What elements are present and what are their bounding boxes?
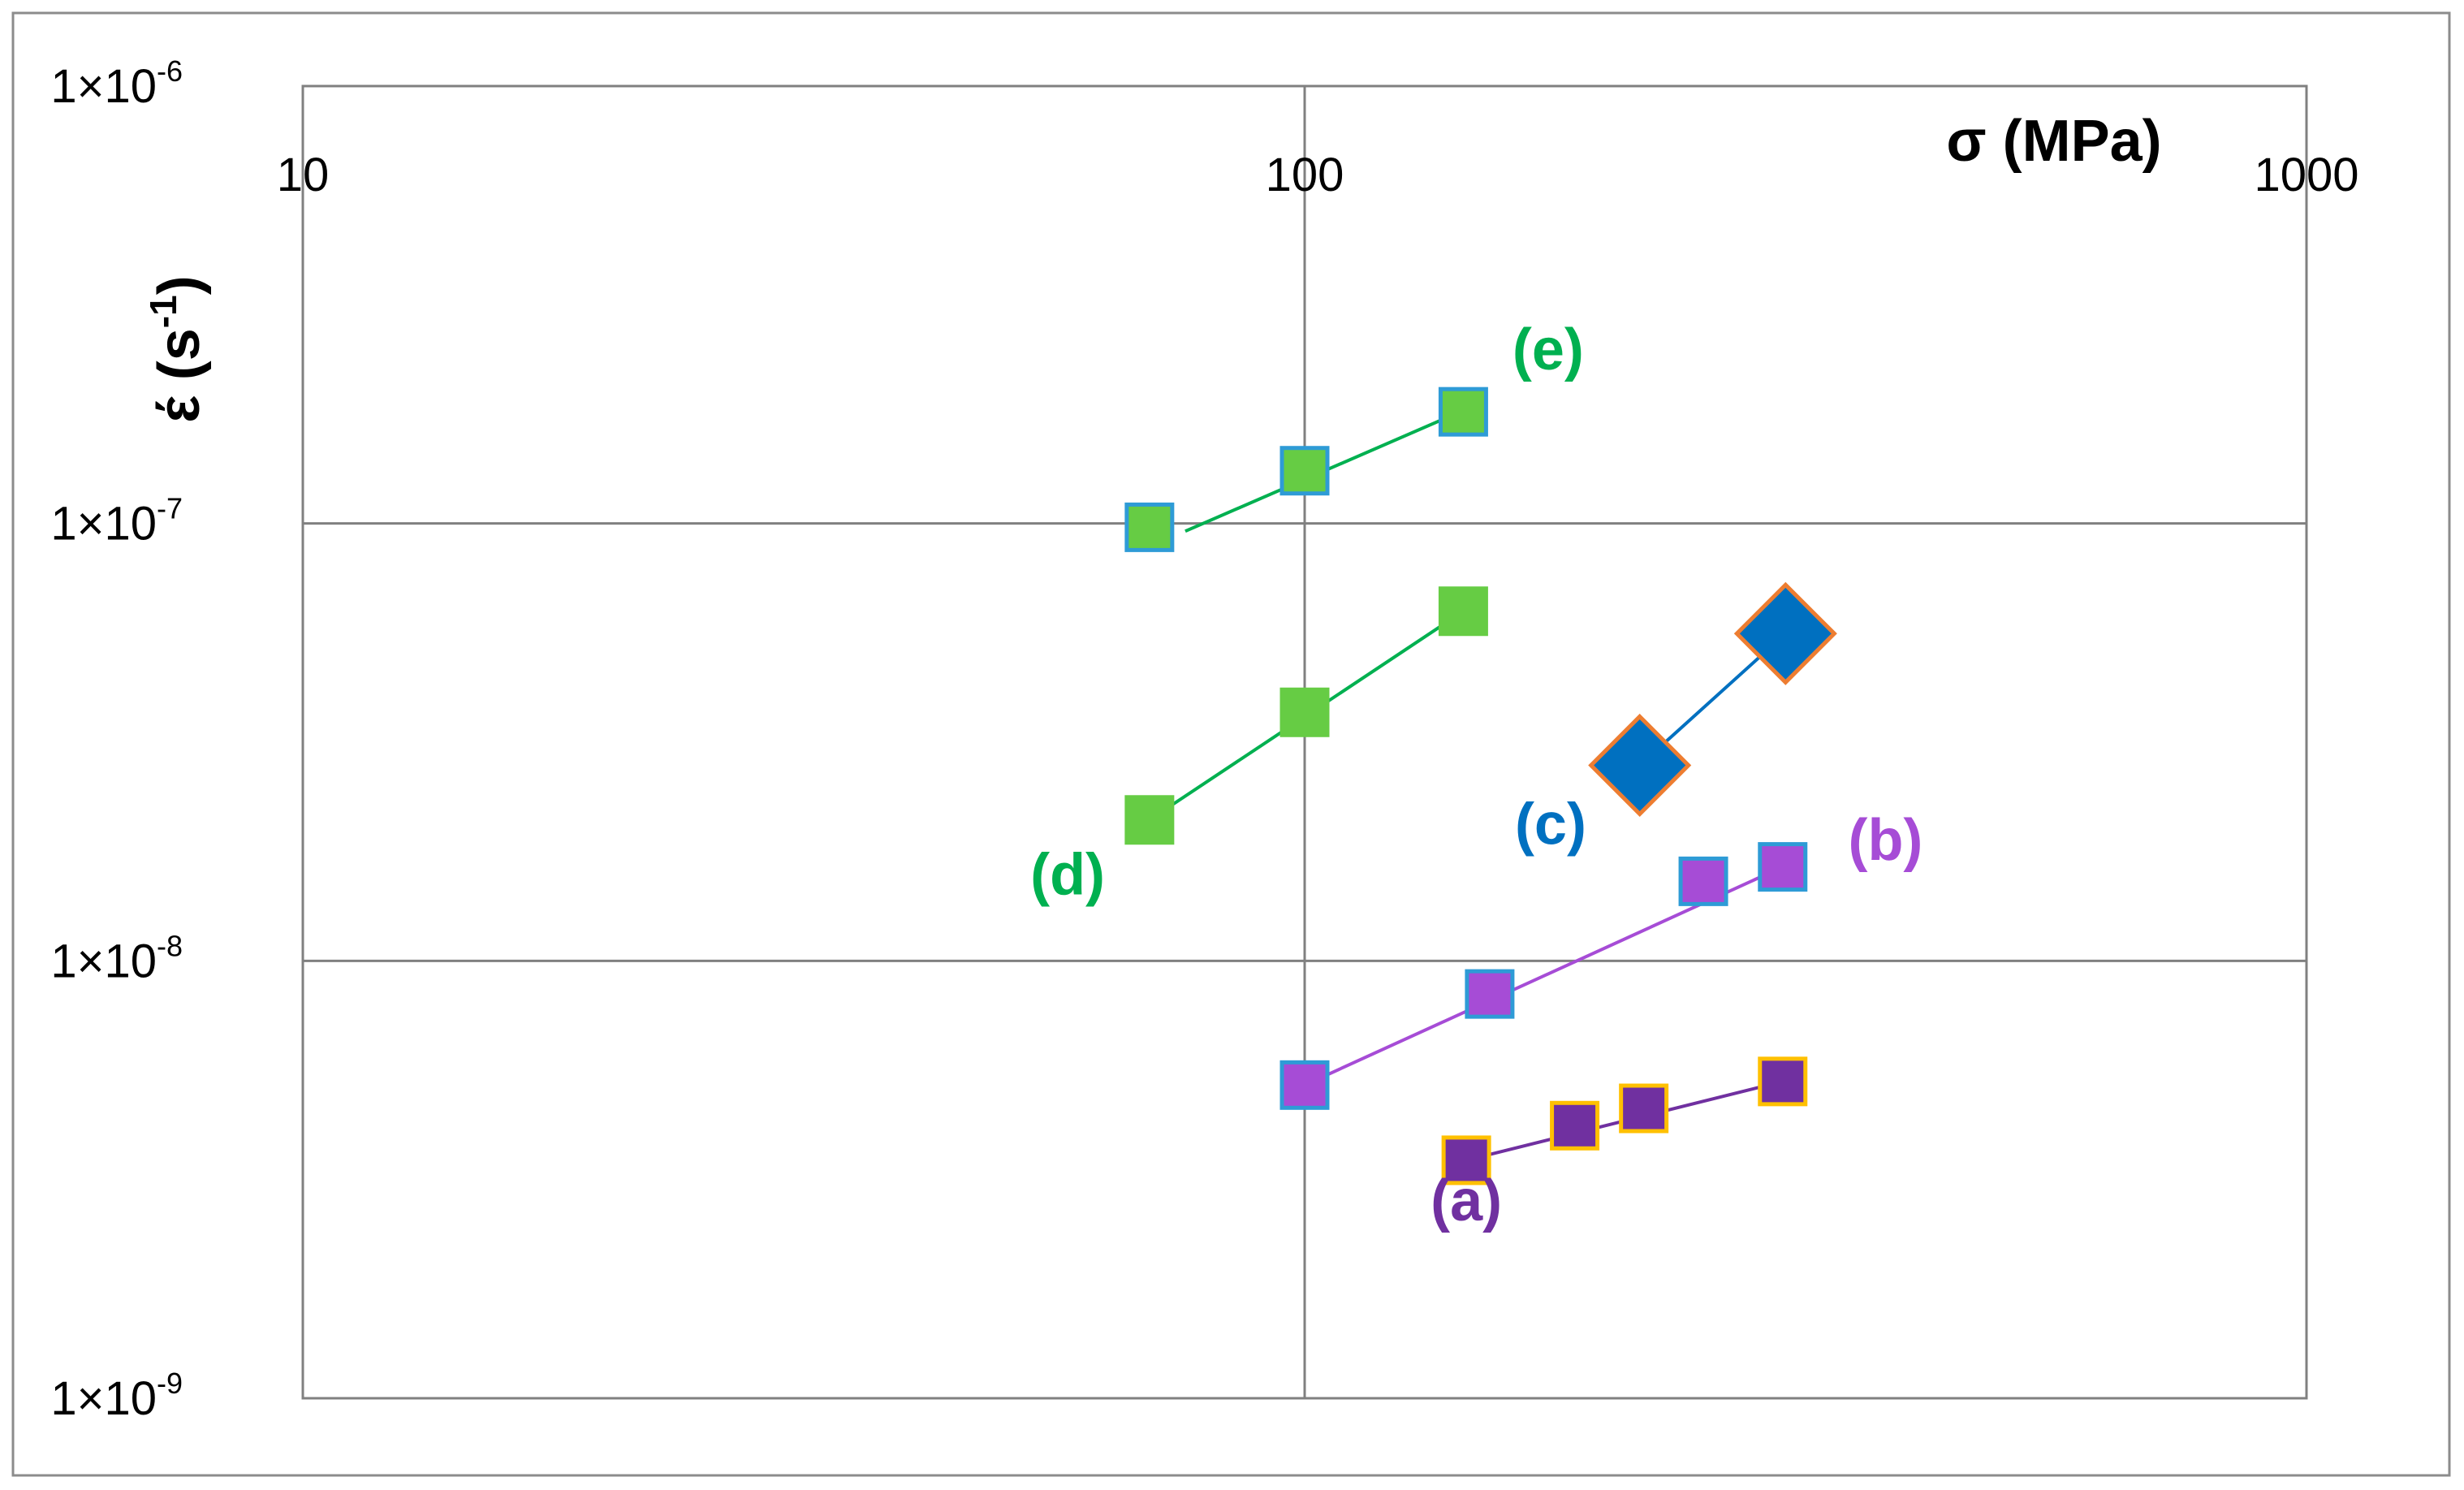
series-label-c: (c): [1515, 792, 1586, 857]
marker-d: [1279, 687, 1330, 737]
y-tick-label-exponent: -9: [157, 1367, 183, 1400]
y-axis-title: έ (s-1): [142, 275, 212, 422]
y-tick-label-exponent: -6: [157, 54, 183, 88]
x-axis-title: σ (MPa): [1946, 109, 2161, 174]
marker-a: [1441, 1135, 1491, 1186]
x-tick-labels: 10 100 1000: [277, 149, 2359, 201]
y-tick-label-base: 1×10: [50, 60, 157, 113]
grid: [303, 86, 2306, 1398]
marker-a: [1619, 1083, 1669, 1134]
marker-b: [1758, 842, 1808, 892]
y-axis-title-base: έ (s: [147, 328, 212, 423]
marker-b: [1465, 969, 1515, 1019]
y-tick-label-base: 1×10: [50, 935, 157, 987]
chart-area-border: [11, 11, 2451, 1477]
marker-e: [1124, 502, 1175, 552]
marker-c: [1588, 713, 1692, 817]
markers: [1124, 387, 1837, 1186]
marker-c: [1733, 581, 1837, 685]
marker-e: [1438, 387, 1488, 437]
marker-a: [1758, 1056, 1808, 1107]
fit-line-e: [1185, 399, 1485, 533]
series-label-a: (a): [1431, 1168, 1502, 1233]
marker-b: [1678, 856, 1728, 906]
series-label-d: (d): [1030, 842, 1105, 907]
y-tick-label-exponent: -8: [157, 929, 183, 962]
y-axis-title-superscript: -1: [142, 295, 184, 328]
marker-b: [1279, 1060, 1330, 1110]
x-tick-label: 100: [1266, 149, 1344, 201]
series-label-e: (e): [1512, 317, 1584, 382]
series-labels: (a) (b) (c) (d) (e): [1030, 317, 1922, 1233]
marker-e: [1279, 446, 1330, 496]
y-tick-label: 1×10-8: [50, 929, 183, 987]
plot-area-border: [301, 84, 2308, 1400]
y-tick-label-base: 1×10: [50, 498, 157, 551]
x-tick-label: 1000: [2254, 149, 2358, 201]
series-label-b: (b): [1848, 808, 1922, 873]
y-axis-title-tail: ): [147, 275, 212, 295]
y-tick-label: 1×10-6: [50, 54, 183, 113]
y-tick-labels: 1×10-91×10-81×10-71×10-6: [50, 54, 183, 1425]
y-tick-label: 1×10-7: [50, 492, 183, 551]
y-tick-label-base: 1×10: [50, 1372, 157, 1425]
marker-a: [1550, 1100, 1600, 1151]
marker-d: [1124, 795, 1175, 845]
y-tick-label-exponent: -7: [157, 492, 183, 525]
y-tick-label: 1×10-9: [50, 1367, 183, 1425]
x-tick-label: 10: [277, 149, 330, 201]
marker-d: [1438, 586, 1488, 637]
